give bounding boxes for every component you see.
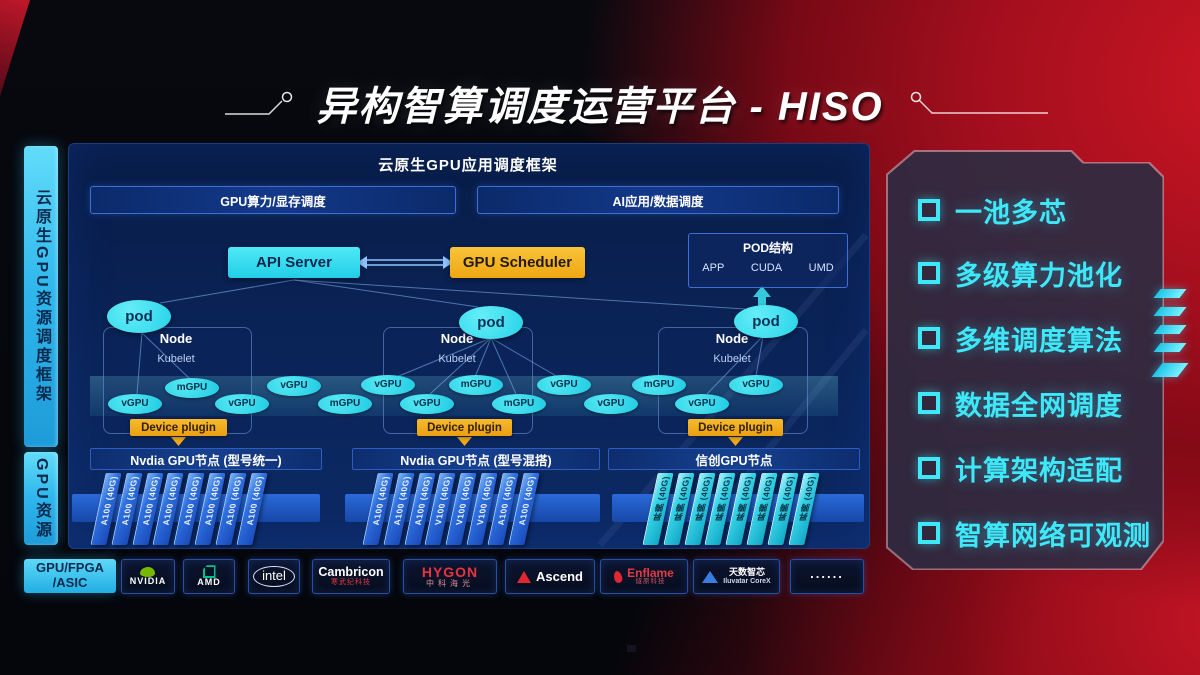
gpu-ellipse-vgpu: vGPU — [361, 375, 415, 395]
gpu-ellipse-mgpu: mGPU — [318, 394, 372, 414]
amd-logo-icon — [202, 565, 216, 579]
feature-item-5: 计算架构适配 — [918, 451, 1123, 486]
sidebar-framework-bar: 云原生GPU资源调度框架 — [24, 146, 58, 447]
gpu-ellipse-vgpu: vGPU — [108, 394, 162, 414]
iluvatar-label: 天数智芯 — [728, 567, 765, 578]
amd-label: AMD — [197, 577, 221, 588]
gpu-ellipse-mgpu: mGPU — [449, 375, 503, 395]
hygon-sublabel: 中科海光 — [426, 578, 474, 588]
gpu-ellipse-vgpu: vGPU — [215, 394, 269, 414]
title-decoration-right-icon — [910, 91, 1048, 114]
framework-title: 云原生GPU应用调度框架 — [378, 157, 558, 174]
pod-structure-item-umd: UMD — [808, 262, 834, 274]
hardware-label-box: GPU/FPGA /ASIC — [24, 559, 116, 593]
iluvatar-logo-icon — [702, 570, 719, 583]
gpu-ellipse-vgpu: vGPU — [267, 376, 321, 396]
gpu-ellipse-vgpu: vGPU — [537, 375, 591, 395]
title-decoration-left-icon — [225, 91, 293, 115]
compute-scheduling-bar: GPU算力/显存调度 — [90, 186, 456, 214]
square-bullet-icon — [918, 327, 940, 349]
intel-label: intel — [253, 566, 295, 587]
feature-label: 计算架构适配 — [955, 455, 1123, 486]
sidebar-resource-label: GPU资源 — [33, 457, 50, 540]
gpu-ellipse-vgpu: vGPU — [729, 375, 783, 395]
square-bullet-icon — [918, 199, 940, 221]
vendor-amd: AMD — [183, 559, 235, 594]
enflame-label: Enflame — [627, 565, 674, 580]
gpu-ellipse-mgpu: mGPU — [632, 375, 686, 395]
feature-label: 数据全网调度 — [955, 390, 1123, 421]
device-plugin-2: Device plugin — [417, 419, 512, 436]
gpu-ellipse-mgpu: mGPU — [165, 378, 219, 398]
gpu-node-header-1: Nvdia GPU节点 (型号统一) — [90, 448, 322, 470]
more-vendors-label: ...... — [810, 566, 844, 581]
hardware-label-top: GPU/FPGA — [36, 560, 104, 576]
hardware-label-bottom: /ASIC — [52, 575, 88, 590]
feature-panel — [888, 152, 1163, 569]
feature-label: 智算网络可观测 — [955, 520, 1151, 551]
ai-scheduling-bar: AI应用/数据调度 — [477, 186, 839, 214]
sidebar-resource-bar: GPU资源 — [24, 452, 58, 545]
pod-structure-item-app: APP — [702, 262, 725, 274]
page-dot — [627, 645, 636, 652]
cambricon-label: Cambricon — [318, 565, 384, 580]
gpu-ellipse-vgpu: vGPU — [400, 394, 454, 414]
pod-ellipse-1: pod — [107, 300, 171, 333]
gpu-ellipse-vgpu: vGPU — [584, 394, 638, 414]
node-3-label: Node — [715, 331, 749, 346]
square-bullet-icon — [918, 262, 940, 284]
feature-label: 一池多芯 — [955, 197, 1067, 228]
vendor-intel: intel — [248, 559, 300, 594]
feature-item-4: 数据全网调度 — [918, 386, 1123, 421]
feature-item-6: 智算网络可观测 — [918, 516, 1151, 551]
enflame-logo-icon — [612, 569, 624, 584]
square-bullet-icon — [918, 457, 940, 479]
iluvatar-sublabel: Iluvatar CoreX — [723, 577, 771, 585]
feature-label: 多维调度算法 — [955, 325, 1123, 356]
vendor-enflame: Enflame 燧原科技 — [600, 559, 688, 594]
ascend-label: Ascend — [536, 569, 583, 584]
enflame-sublabel: 燧原科技 — [635, 578, 666, 586]
cambricon-sublabel: 寒武纪科技 — [330, 579, 371, 587]
api-server-box: API Server — [228, 247, 360, 278]
gpu-ellipse-vgpu: vGPU — [675, 394, 729, 414]
pod-structure-title: POD结构 — [742, 241, 793, 255]
vendor-iluvatar: 天数智芯 Iluvatar CoreX — [693, 559, 780, 594]
sidebar-framework-label: 云原生GPU资源调度框架 — [33, 189, 50, 404]
vendor-ascend: Ascend — [505, 559, 595, 594]
node-2-label: Node — [440, 331, 474, 346]
kubelet-1-label: Kubelet — [157, 353, 195, 365]
device-plugin-1: Device plugin — [130, 419, 227, 436]
pod-structure-box: POD结构 APP CUDA UMD — [688, 233, 848, 288]
feature-label: 多级算力池化 — [955, 260, 1123, 291]
nvidia-label: NVIDIA — [129, 575, 167, 586]
kubelet-2-label: Kubelet — [438, 353, 476, 365]
gpu-scheduler-box: GPU Scheduler — [450, 247, 585, 278]
gpu-node-header-2: Nvdia GPU节点 (型号混搭) — [352, 448, 600, 470]
feature-item-3: 多维调度算法 — [918, 321, 1123, 356]
square-bullet-icon — [918, 392, 940, 414]
pod-ellipse-3: pod — [734, 305, 798, 338]
ascend-logo-icon — [517, 570, 532, 583]
feature-item-1: 一池多芯 — [918, 193, 1067, 228]
kubelet-3-label: Kubelet — [713, 353, 751, 365]
pod-structure-item-cuda: CUDA — [750, 262, 783, 274]
square-bullet-icon — [918, 522, 940, 544]
gpu-node-header-3: 信创GPU节点 — [608, 448, 860, 470]
vendor-nvidia: NVIDIA — [121, 559, 175, 594]
device-plugin-3: Device plugin — [688, 419, 783, 436]
page-title: 异构智算调度运营平台 - HISO — [316, 85, 884, 129]
nvidia-logo-icon — [140, 566, 156, 577]
vendor-hygon: HYGON 中科海光 — [403, 559, 497, 594]
feature-item-2: 多级算力池化 — [918, 256, 1123, 291]
pod-ellipse-2: pod — [459, 306, 523, 339]
vendor-more: ...... — [790, 559, 864, 594]
hygon-label: HYGON — [421, 563, 479, 580]
node-1-label: Node — [159, 331, 193, 346]
vendor-cambricon: Cambricon 寒武纪科技 — [312, 559, 390, 594]
gpu-ellipse-mgpu: mGPU — [492, 394, 546, 414]
